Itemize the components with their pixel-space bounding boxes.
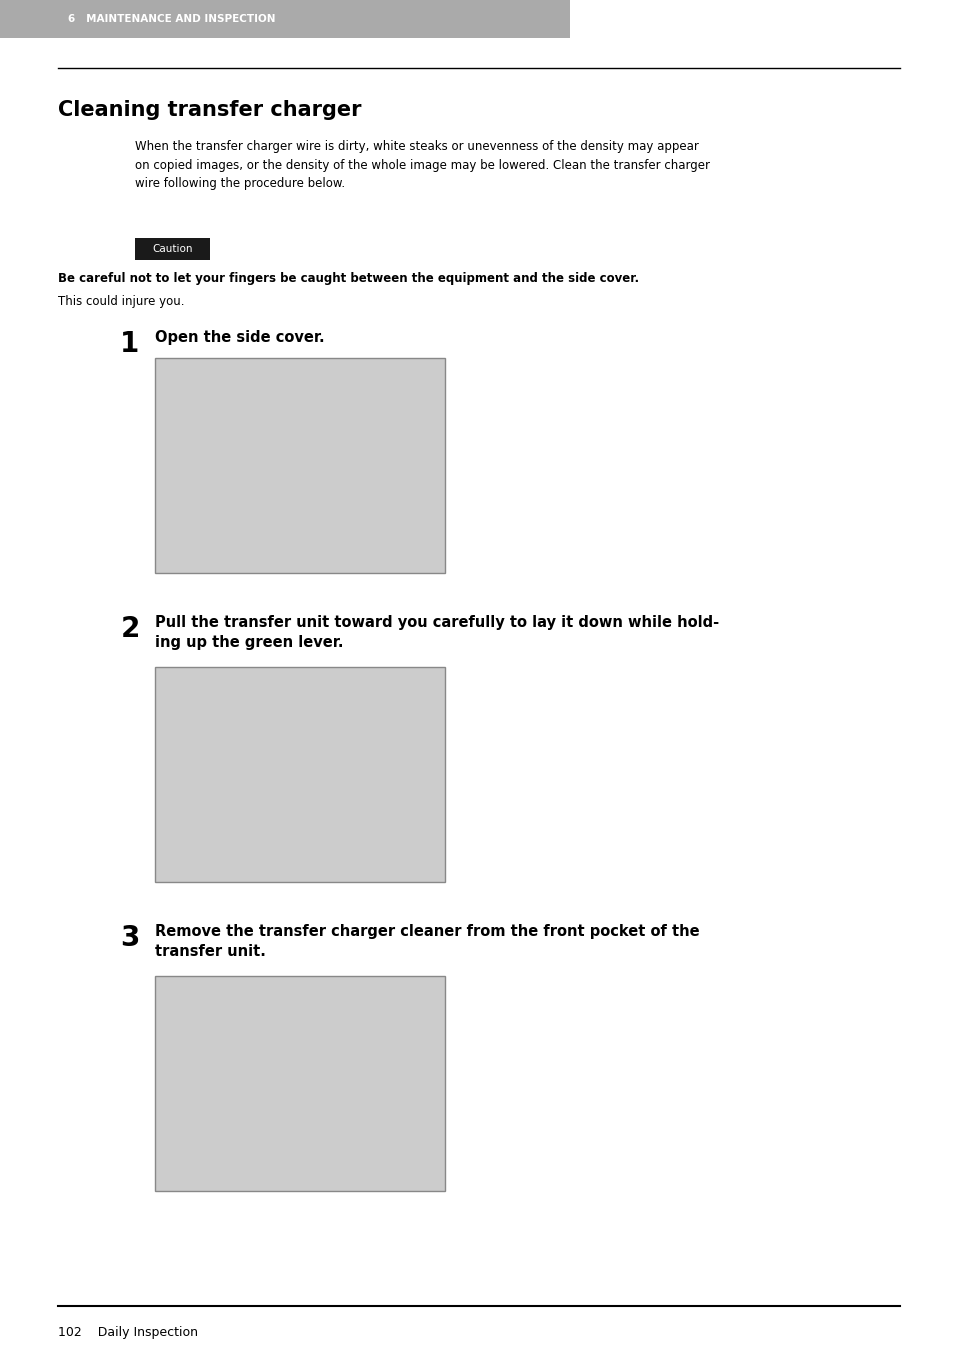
Bar	[154, 359, 444, 573]
Text: 1: 1	[120, 330, 139, 359]
Text: 6   MAINTENANCE AND INSPECTION: 6 MAINTENANCE AND INSPECTION	[68, 13, 275, 24]
Text: This could injure you.: This could injure you.	[58, 295, 184, 307]
Text: Cleaning transfer charger: Cleaning transfer charger	[58, 100, 361, 120]
Text: When the transfer charger wire is dirty, white steaks or unevenness of the densi: When the transfer charger wire is dirty,…	[135, 140, 709, 190]
Bar	[154, 667, 444, 882]
Text: Open the side cover.: Open the side cover.	[154, 330, 324, 345]
Text: Remove the transfer charger cleaner from the front pocket of the
transfer unit.: Remove the transfer charger cleaner from…	[154, 923, 699, 960]
Bar	[154, 976, 444, 1192]
Bar	[135, 239, 210, 260]
Text: Pull the transfer unit toward you carefully to lay it down while hold-
ing up th: Pull the transfer unit toward you carefu…	[154, 615, 719, 650]
Text: Be careful not to let your fingers be caught between the equipment and the side : Be careful not to let your fingers be ca…	[58, 272, 639, 284]
Text: 2: 2	[120, 615, 139, 643]
Text: 3: 3	[120, 923, 139, 952]
Bar	[0, 0, 569, 38]
Text: 102    Daily Inspection: 102 Daily Inspection	[58, 1326, 198, 1339]
Text: Caution: Caution	[152, 244, 193, 253]
